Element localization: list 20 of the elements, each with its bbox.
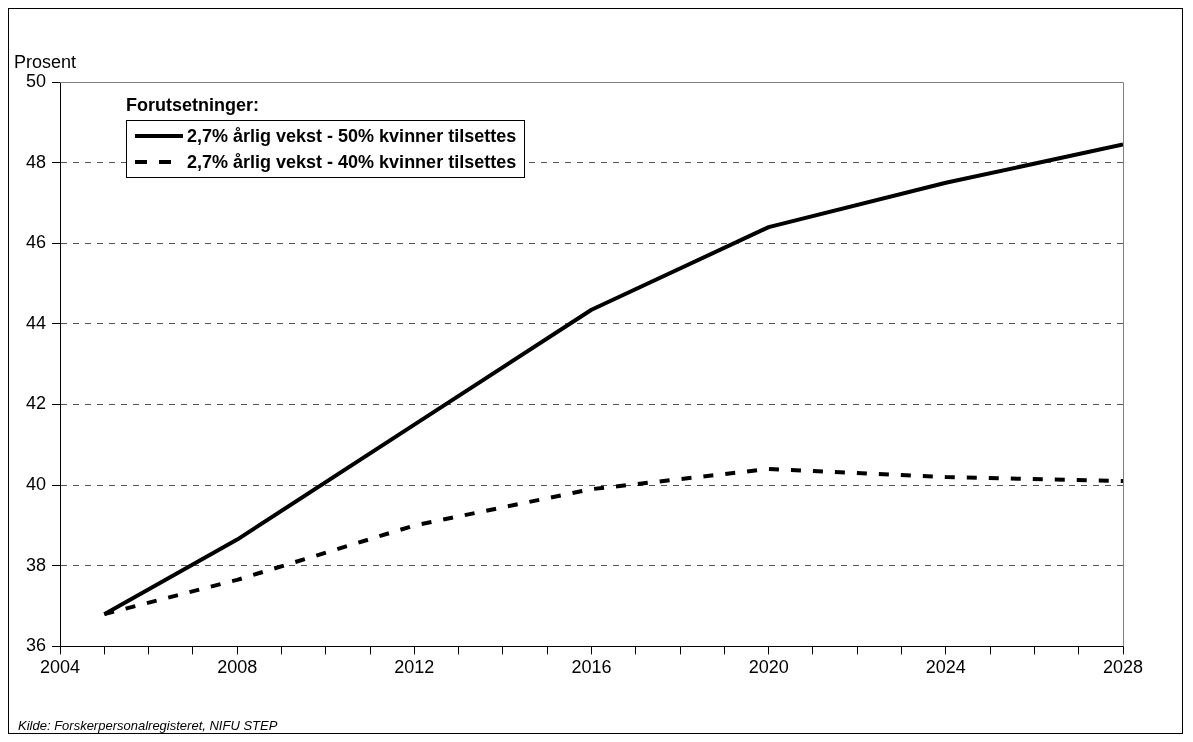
x-tick-label: 2012	[394, 657, 435, 678]
y-tick-label: 36	[25, 635, 47, 656]
y-tick-label: 42	[25, 393, 47, 414]
text: Kilde: Forskerpersonalregisteret, NIFU STEP	[18, 718, 278, 733]
x-tick-label: 2004	[40, 657, 81, 678]
y-tick-label: 44	[25, 312, 47, 333]
y-tick-label: 38	[25, 554, 47, 575]
y-tick-label: 48	[25, 151, 47, 172]
legend-label: 2,7% årlig vekst - 50% kvinner tilsettes	[187, 125, 517, 148]
y-tick-label: 50	[25, 70, 47, 91]
y-tick-label: 46	[25, 232, 47, 253]
x-tick-label: 2020	[748, 657, 789, 678]
y-axis-title: Prosent	[14, 51, 77, 72]
y-tick-label: 40	[25, 474, 47, 495]
x-tick-label: 2008	[217, 657, 258, 678]
x-tick-label: 2028	[1102, 657, 1144, 678]
legend-title: Forutsetninger:	[126, 95, 260, 116]
x-tick-label: 2024	[925, 657, 966, 678]
x-tick-label: 2016	[571, 657, 612, 678]
legend-label: 2,7% årlig vekst - 40% kvinner tilsettes	[187, 151, 517, 174]
